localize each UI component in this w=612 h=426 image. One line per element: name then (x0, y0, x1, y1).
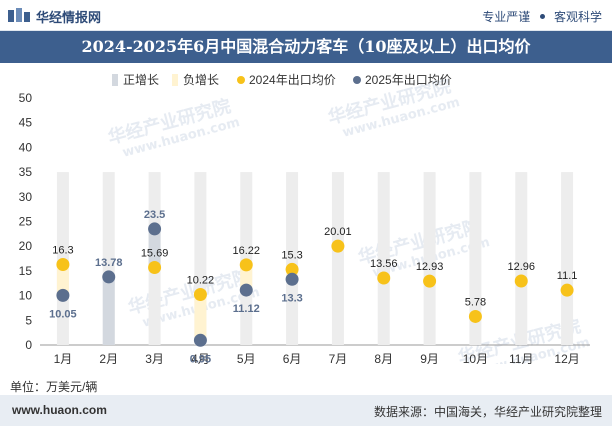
legend-swatch (172, 74, 178, 86)
website-link[interactable]: www.huaon.com (12, 403, 107, 417)
data-label-2024: 15.69 (141, 247, 169, 259)
point-2025 (56, 288, 70, 302)
point-2024 (56, 257, 70, 271)
point-2025 (285, 272, 299, 286)
legend-label: 负增长 (183, 73, 219, 87)
data-label-2025: 13.78 (95, 257, 123, 269)
chart-title: 2024-2025年6月中国混合动力客车（10座及以上）出口均价 (0, 31, 612, 63)
unit-label: 单位：万美元/辆 (10, 380, 98, 394)
negative-growth-bar (194, 294, 207, 341)
data-label-2025: 13.3 (281, 292, 302, 304)
point-2025 (193, 333, 207, 347)
background-column (515, 172, 528, 345)
point-2025 (102, 270, 116, 284)
background-column (423, 172, 436, 345)
point-2024 (285, 262, 299, 276)
x-tick-label: 3月 (145, 352, 164, 364)
legend-swatch (353, 76, 361, 84)
point-2024 (560, 283, 574, 297)
slogan-left: 专业严谨 (482, 10, 531, 24)
y-tick-label: 30 (19, 190, 33, 204)
y-tick-label: 20 (19, 239, 33, 253)
huajing-logo-icon (8, 8, 30, 22)
y-tick-label: 10 (19, 289, 33, 303)
point-2025 (239, 283, 253, 297)
point-2025 (148, 222, 162, 236)
y-tick-label: 15 (19, 264, 33, 278)
data-label-2025: 11.12 (233, 303, 260, 315)
point-2024 (331, 239, 345, 253)
background-column (561, 172, 574, 345)
legend-label: 正增长 (123, 73, 159, 87)
y-tick-label: 45 (19, 116, 33, 130)
data-source: 数据来源：中国海关，华经产业研究院整理 (373, 405, 602, 419)
y-tick-label: 5 (25, 313, 32, 327)
point-2024 (239, 258, 253, 272)
x-tick-label: 12月 (554, 352, 579, 364)
x-tick-label: 6月 (283, 352, 302, 364)
data-label-2024: 16.3 (52, 244, 73, 256)
data-label-2024: 15.3 (281, 249, 302, 261)
background-column (331, 172, 344, 345)
data-label-2024: 20.01 (324, 226, 352, 238)
brand-name: 华经情报网 (36, 10, 102, 25)
background-column (286, 172, 299, 345)
data-label-2024: 11.1 (557, 270, 578, 282)
slogan-right: 客观科学 (553, 10, 602, 24)
background-column (469, 172, 482, 345)
slogan-dot-icon (539, 14, 545, 20)
data-label-2025: 23.5 (144, 209, 165, 221)
point-2024 (193, 288, 207, 302)
legend-swatch (237, 76, 245, 84)
y-tick-label: 40 (19, 140, 33, 154)
negative-growth-bar (240, 264, 253, 291)
point-2024 (377, 271, 391, 285)
data-label-2024: 12.93 (416, 261, 444, 273)
y-tick-label: 25 (19, 215, 33, 229)
chart-area: 华经产业研究院www.huaon.com华经产业研究院www.huaon.com… (19, 73, 592, 364)
positive-growth-bar (148, 228, 161, 268)
top-bar: 华经情报网 专业严谨 客观科学 (0, 0, 612, 31)
data-label-2024: 12.96 (507, 261, 535, 273)
data-label-2025: 0.95 (190, 353, 211, 364)
data-label-2024: 13.56 (370, 258, 398, 270)
x-tick-label: 7月 (329, 352, 348, 364)
x-tick-label: 4月 (191, 352, 210, 364)
y-tick-label: 35 (19, 165, 33, 179)
point-2024 (148, 260, 162, 274)
data-label-2024: 16.22 (232, 245, 260, 257)
x-tick-label: 11月 (509, 352, 533, 364)
point-2024 (468, 309, 482, 323)
x-tick-label: 1月 (54, 352, 73, 364)
legend-label: 2024年出口均价 (249, 73, 336, 87)
footer: www.huaon.com 数据来源：中国海关，华经产业研究院整理 (0, 395, 612, 426)
x-tick-label: 10月 (463, 352, 488, 364)
legend-label: 2025年出口均价 (365, 73, 452, 87)
negative-growth-bar (56, 264, 69, 296)
legend-swatch (112, 74, 118, 86)
x-tick-label: 5月 (237, 352, 256, 364)
y-tick-label: 0 (25, 338, 32, 352)
data-label-2024: 10.22 (187, 275, 215, 287)
x-tick-label: 9月 (420, 352, 439, 364)
data-label-2025: 10.05 (49, 308, 77, 320)
point-2024 (514, 274, 528, 288)
background-column (377, 172, 390, 345)
x-tick-label: 8月 (374, 352, 393, 364)
data-label-2024: 5.78 (465, 296, 486, 308)
positive-growth-bar (102, 276, 115, 345)
x-tick-label: 2月 (99, 352, 118, 364)
slogan: 专业严谨 客观科学 (482, 8, 602, 25)
point-2024 (423, 274, 437, 288)
y-tick-label: 50 (19, 91, 33, 105)
